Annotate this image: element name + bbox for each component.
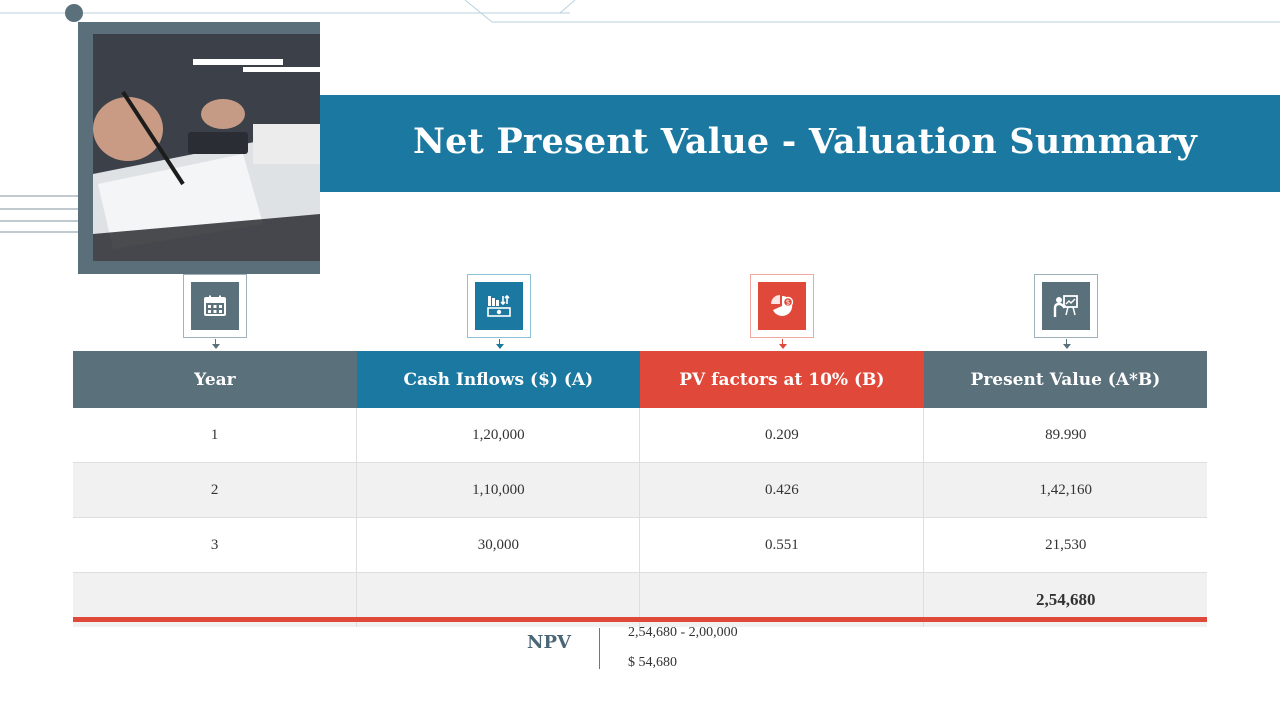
present-value-cell: 89.990 bbox=[923, 408, 1207, 463]
present-value-icon-tile bbox=[1034, 274, 1098, 349]
valuation-table: Year Cash Inflows ($) (A) PV factors at … bbox=[73, 351, 1207, 627]
year-cell: 2 bbox=[73, 462, 358, 518]
pv-factor-cell: 0.426 bbox=[639, 462, 925, 518]
cash-inflow-cell: 1,20,000 bbox=[356, 408, 641, 463]
column-header-present-value: Present Value (A*B) bbox=[923, 351, 1207, 408]
table-row: 2 1,10,000 0.426 1,42,160 bbox=[73, 462, 1207, 518]
pie-chart-dollar-icon: $ bbox=[758, 282, 806, 330]
column-header-year: Year bbox=[73, 351, 357, 408]
photo-illustration bbox=[93, 34, 320, 261]
table-row: 1 1,20,000 0.209 89.990 bbox=[73, 408, 1207, 463]
pv-factor-cell: 0.209 bbox=[639, 408, 925, 463]
pv-factor-cell: 0.551 bbox=[639, 517, 925, 573]
present-value-cell: 1,42,160 bbox=[923, 462, 1207, 518]
present-value-cell: 21,530 bbox=[923, 517, 1207, 573]
cash-icon-tile bbox=[467, 274, 531, 349]
presenter-board-icon bbox=[1042, 282, 1090, 330]
business-calculator-photo bbox=[93, 34, 320, 261]
table-header-row: Year Cash Inflows ($) (A) PV factors at … bbox=[73, 351, 1207, 408]
table-row: 3 30,000 0.551 21,530 bbox=[73, 517, 1207, 573]
svg-text:$: $ bbox=[786, 299, 790, 307]
cash-inflow-cell: 30,000 bbox=[356, 517, 641, 573]
npv-result: $ 54,680 bbox=[628, 655, 677, 670]
npv-divider bbox=[599, 628, 600, 669]
column-header-pv-factors: PV factors at 10% (B) bbox=[639, 351, 924, 408]
calendar-icon bbox=[191, 282, 239, 330]
year-cell: 1 bbox=[73, 408, 358, 463]
title-banner: Net Present Value - Valuation Summary bbox=[320, 95, 1280, 192]
page-title: Net Present Value - Valuation Summary bbox=[412, 121, 1198, 162]
photo-frame bbox=[78, 22, 320, 274]
table-bottom-rule bbox=[73, 617, 1207, 622]
year-icon-tile bbox=[183, 274, 247, 349]
year-cell: 3 bbox=[73, 517, 358, 573]
column-header-cash-inflows: Cash Inflows ($) (A) bbox=[356, 351, 640, 408]
cash-flow-icon bbox=[475, 282, 523, 330]
pv-factor-icon-tile: $ bbox=[750, 274, 814, 349]
npv-label: NPV bbox=[527, 632, 571, 653]
npv-formula: 2,54,680 - 2,00,000 bbox=[628, 625, 738, 640]
cash-inflow-cell: 1,10,000 bbox=[356, 462, 641, 518]
